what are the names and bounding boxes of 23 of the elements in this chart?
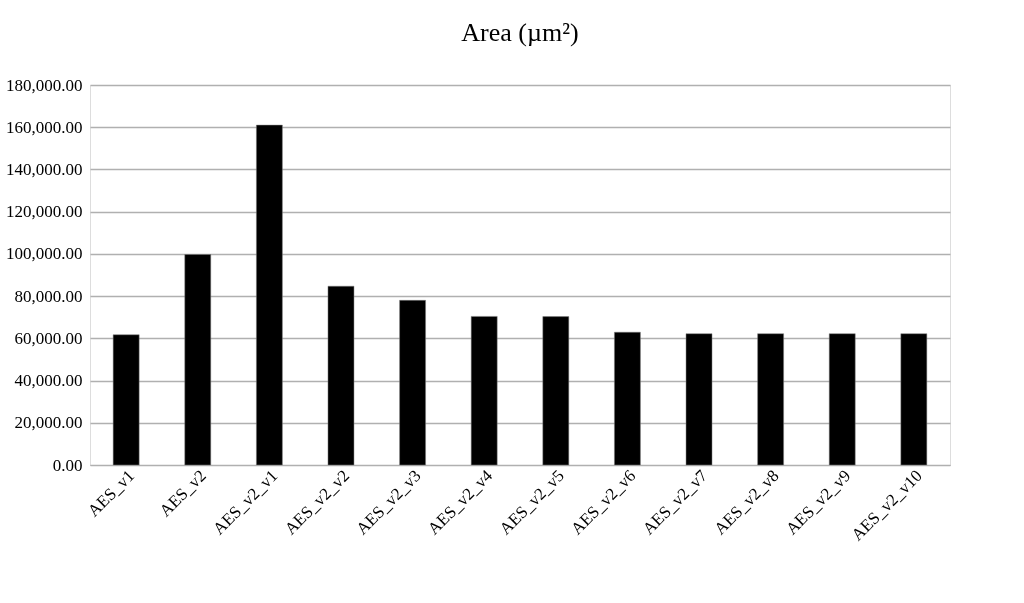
bar [685,333,713,466]
y-tick-label: 120,000.00 [6,202,83,222]
y-tick-label: 0.00 [52,455,83,475]
y-tick-label: 180,000.00 [6,75,83,95]
bar [542,316,570,466]
bar [900,333,928,466]
y-tick-label: 60,000.00 [14,328,83,348]
y-tick-label: 80,000.00 [14,286,83,306]
y-tick-label: 100,000.00 [6,244,83,264]
bar [256,124,283,466]
chart-title: Area (µm²) [461,18,579,47]
y-tick-label: 20,000.00 [14,413,83,433]
bar [828,333,856,466]
bar [614,331,641,466]
bar [112,334,140,466]
y-tick-label: 140,000.00 [6,159,83,179]
y-tick-label: 40,000.00 [14,371,83,391]
bar [757,333,784,466]
y-tick-label: 160,000.00 [6,117,83,137]
bar [327,285,355,466]
bar [184,254,212,466]
bar [399,300,426,466]
bar [470,316,498,466]
